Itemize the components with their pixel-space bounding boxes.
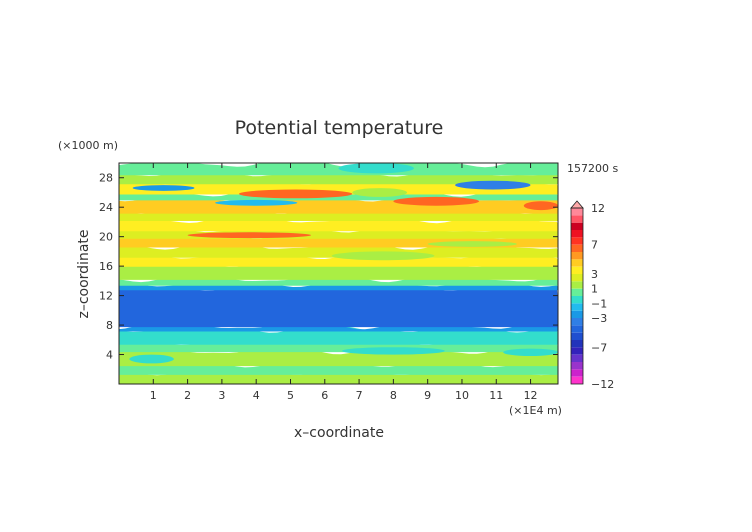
y-axis-label: z–coordinate [76, 229, 92, 318]
y-tick-label: 28 [99, 172, 113, 185]
x-tick-label: 12 [524, 389, 538, 402]
colorbar-swatch [571, 274, 583, 282]
colorbar-swatch [571, 310, 583, 318]
colorbar-swatch [571, 354, 583, 362]
contour-band [119, 262, 558, 280]
contour-feature [393, 196, 480, 206]
colorbar-swatch [571, 281, 583, 289]
x-tick-label: 11 [489, 389, 503, 402]
colorbar-swatch [571, 325, 583, 333]
y-unit-label: (×1000 m) [58, 139, 118, 152]
contour-feature [331, 251, 435, 261]
x-tick-label: 10 [455, 389, 469, 402]
contour-feature [342, 347, 445, 355]
y-tick-label: 20 [99, 231, 113, 244]
y-tick-label: 16 [99, 260, 113, 273]
colorbar-swatch [571, 237, 583, 245]
colorbar-label: −1 [591, 297, 607, 310]
contour-feature [132, 185, 195, 191]
x-axis-label: x–coordinate [294, 425, 384, 441]
colorbar-swatch [571, 208, 583, 216]
colorbar-label: 3 [591, 268, 598, 281]
x-tick-label: 2 [184, 389, 191, 402]
colorbar-swatch [571, 296, 583, 304]
contour-feature [427, 241, 517, 247]
contour-band [119, 286, 558, 328]
x-axis: 1 2 3 4 5 6 7 8 9 10 11 12 [150, 163, 538, 402]
y-tick-label: 24 [99, 201, 113, 214]
colorbar-overflow-arrow [570, 200, 584, 209]
contour-feature [239, 189, 353, 199]
x-tick-label: 6 [321, 389, 328, 402]
colorbar-label: 12 [591, 202, 605, 215]
colorbar-swatch [571, 332, 583, 340]
colorbar-swatch [571, 259, 583, 267]
x-tick-label: 8 [390, 389, 397, 402]
colorbar-swatch [571, 266, 583, 274]
colorbar-label: −3 [591, 312, 607, 325]
colorbar-swatch [571, 347, 583, 355]
plot-frame [118, 162, 559, 385]
contour-feature [503, 348, 558, 356]
colorbar-swatch [571, 244, 583, 252]
y-tick-label: 12 [99, 290, 113, 303]
contour-feature [523, 201, 558, 211]
contour-feature [187, 232, 311, 239]
colorbar-label: 7 [591, 239, 598, 252]
chart-title: Potential temperature [235, 117, 444, 139]
contour-band [119, 345, 558, 367]
x-tick-label: 1 [150, 389, 157, 402]
colorbar-swatch [571, 252, 583, 260]
x-tick-label: 9 [424, 389, 431, 402]
contour-feature [119, 163, 174, 174]
contour-feature [352, 188, 408, 197]
colorbar-swatch [571, 376, 583, 384]
contour-band [119, 163, 558, 176]
colorbar-frame [570, 207, 584, 385]
y-tick-label: 8 [106, 319, 113, 332]
contour-feature [215, 199, 298, 206]
colorbar-swatch [571, 340, 583, 348]
contour-feature [455, 180, 531, 190]
colorbar-swatch [571, 288, 583, 296]
contour-feature [129, 354, 174, 364]
x-unit-label: (×1E4 m) [509, 404, 562, 417]
colorbar-swatch [571, 215, 583, 223]
colorbar-label: −7 [591, 341, 607, 354]
colorbar-swatch [571, 230, 583, 238]
colorbar-label: 1 [591, 283, 598, 296]
colorbar-swatch [571, 303, 583, 311]
colorbar-swatch [571, 222, 583, 230]
x-tick-label: 4 [253, 389, 260, 402]
colorbar-swatch [571, 362, 583, 370]
time-label: 157200 s [567, 162, 618, 175]
colorbar: 12 7 3 1−1 −3 −7 −12 [570, 200, 614, 391]
contour-field [119, 163, 558, 384]
x-tick-label: 7 [356, 389, 363, 402]
y-tick-label: 4 [106, 349, 113, 362]
x-tick-label: 3 [218, 389, 225, 402]
x-tick-label: 5 [287, 389, 294, 402]
colorbar-swatch [571, 318, 583, 326]
y-axis: 4 8 12 16 20 24 28 [99, 172, 558, 362]
contour-feature [338, 163, 414, 174]
colorbar-swatch [571, 369, 583, 377]
colorbar-label: −12 [591, 378, 614, 391]
